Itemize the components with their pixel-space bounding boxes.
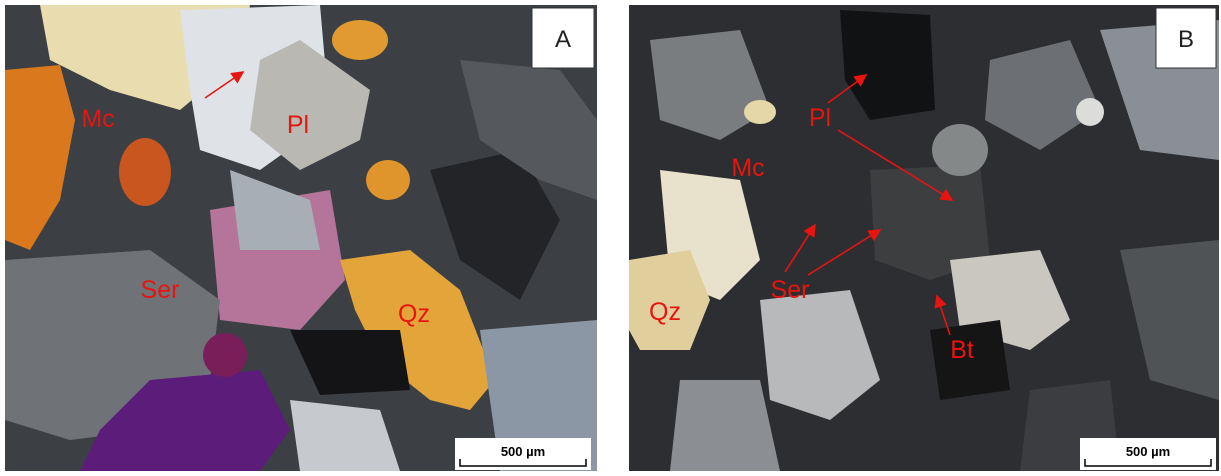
figure: A Mc Pl Ser Qz 500 µm B Pl Mc Ser Qz Bt …: [0, 0, 1221, 476]
mineral-label: Ser: [141, 276, 180, 304]
panel-label: B: [1178, 26, 1194, 53]
mineral-label: Mc: [81, 105, 114, 133]
mineral-label: Ser: [771, 276, 810, 304]
micrograph-b: [629, 5, 1219, 471]
mineral-label: Pl: [287, 111, 309, 139]
mineral-label: Bt: [950, 336, 974, 364]
mineral-label: Mc: [731, 154, 764, 182]
scale-bar-label: 500 µm: [1126, 444, 1170, 459]
scale-bar-label: 500 µm: [501, 444, 545, 459]
mineral-label: Pl: [809, 104, 831, 132]
micrograph-a: [5, 5, 597, 471]
mineral-label: Qz: [649, 298, 681, 326]
panel-label: A: [555, 26, 571, 53]
mineral-label: Qz: [398, 300, 430, 328]
